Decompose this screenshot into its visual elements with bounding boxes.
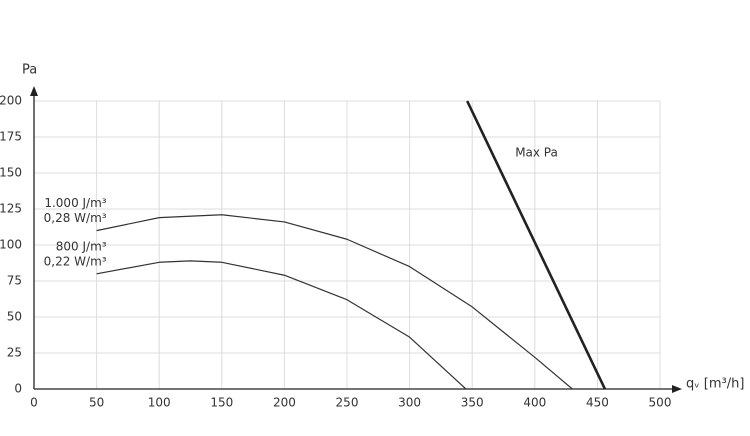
y-axis-arrow	[30, 86, 38, 96]
series-label: 1.000 J/m³	[44, 196, 106, 210]
x-tick-label: 500	[649, 396, 672, 410]
series-line	[96, 214, 573, 390]
y-axis-label: Pa	[22, 63, 37, 78]
x-tick-label: 450	[586, 396, 609, 410]
y-tick-label: 50	[7, 310, 22, 324]
x-axis-arrow	[672, 385, 682, 393]
y-tick-label: 125	[0, 202, 22, 216]
series-line	[466, 100, 607, 390]
x-tick-label: 250	[336, 396, 359, 410]
x-tick-label: 200	[273, 396, 296, 410]
x-tick-label: 350	[461, 396, 484, 410]
series-power-label: 0,22 W/m³	[44, 254, 107, 268]
x-tick-label: 0	[30, 396, 38, 410]
x-tick-label: 400	[523, 396, 546, 410]
x-tick-label: 100	[148, 396, 171, 410]
y-tick-label: 200	[0, 94, 22, 108]
series-power-label: 0,28 W/m³	[44, 211, 107, 225]
y-tick-label: 75	[7, 274, 22, 288]
series-label: 800 J/m³	[56, 239, 107, 253]
x-tick-label: 150	[210, 396, 233, 410]
x-tick-label: 50	[89, 396, 104, 410]
y-tick-label: 150	[0, 166, 22, 180]
series-label: Max Pa	[515, 146, 558, 160]
x-tick-label: 300	[398, 396, 421, 410]
y-tick-label: 175	[0, 130, 22, 144]
series-line	[96, 260, 467, 390]
y-tick-label: 0	[14, 382, 22, 396]
x-axis-label: qᵥ [m³/h]	[686, 377, 744, 392]
y-tick-label: 100	[0, 238, 22, 252]
y-tick-label: 25	[7, 346, 22, 360]
